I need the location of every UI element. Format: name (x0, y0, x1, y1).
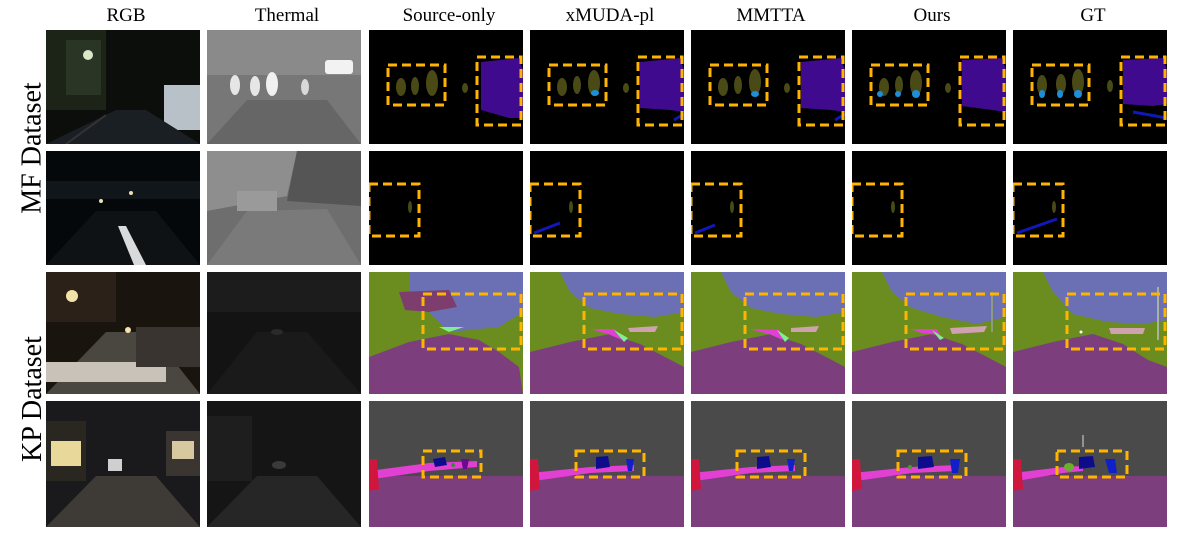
column-header-rgb: RGB (106, 5, 146, 26)
column-header-ours: Ours (913, 5, 951, 26)
row2-xmuda-pl-segmentation (530, 151, 684, 265)
column-header-mmtta: MMTTA (736, 5, 806, 26)
row1-thermal-image (207, 30, 361, 144)
row1-source-only-segmentation (369, 30, 523, 144)
row1-mmtta-segmentation (691, 30, 845, 144)
row3-source-only-segmentation (369, 272, 523, 394)
row2-mmtta-segmentation (691, 151, 845, 265)
row3-ours-segmentation (852, 272, 1006, 394)
column-header-xmuda-pl: xMUDA-pl (565, 5, 655, 26)
row4-rgb-image (46, 401, 200, 527)
row4-xmuda-pl-segmentation (530, 401, 684, 527)
row4-thermal-image (207, 401, 361, 527)
row2-gt-segmentation (1013, 151, 1167, 265)
row1-rgb-image (46, 30, 200, 144)
column-header-source-only: Source-only (402, 5, 496, 26)
column-header-thermal: Thermal (254, 5, 320, 26)
row2-thermal-image (207, 151, 361, 265)
row3-rgb-image (46, 272, 200, 394)
row4-mmtta-segmentation (691, 401, 845, 527)
row4-gt-segmentation (1013, 401, 1167, 527)
row3-gt-segmentation (1013, 272, 1167, 394)
row2-source-only-segmentation (369, 151, 523, 265)
row-label-kp-text: KP Dataset (17, 336, 48, 462)
row-label-mf-text: MF Dataset (17, 82, 48, 214)
row4-source-only-segmentation (369, 401, 523, 527)
row2-ours-segmentation (852, 151, 1006, 265)
row3-xmuda-pl-segmentation (530, 272, 684, 394)
row4-ours-segmentation (852, 401, 1006, 527)
row1-gt-segmentation (1013, 30, 1167, 144)
row3-mmtta-segmentation (691, 272, 845, 394)
row2-rgb-image (46, 151, 200, 265)
row1-xmuda-pl-segmentation (530, 30, 684, 144)
row1-ours-segmentation (852, 30, 1006, 144)
row3-thermal-image (207, 272, 361, 394)
column-header-gt: GT (1080, 5, 1106, 26)
